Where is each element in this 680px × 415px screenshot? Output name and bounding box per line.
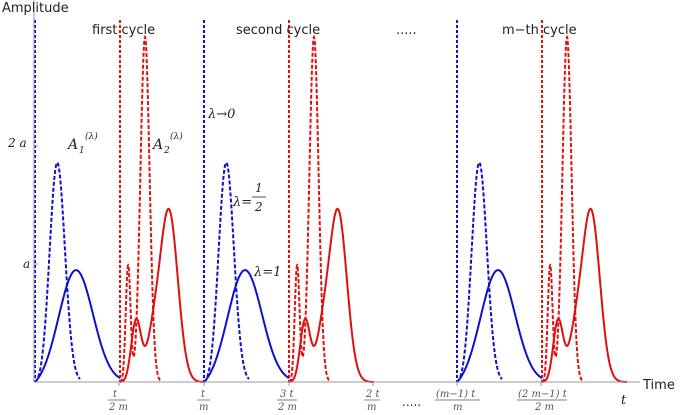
- cycle-3: [456, 20, 628, 383]
- a1-lambda-1-curve: [456, 269, 543, 383]
- y-tick-2a: 2 a: [7, 136, 27, 150]
- curve-label-a1: A 1 (λ): [66, 131, 98, 156]
- svg-text:2 m: 2 m: [534, 402, 554, 413]
- x-tick-ellipsis: .....: [402, 395, 421, 409]
- a1-lambda-half-curve: [34, 161, 81, 383]
- svg-text:(m−1) t: (m−1) t: [436, 389, 476, 400]
- svg-text:m: m: [199, 402, 208, 413]
- curve-label-a2: A 2 (λ): [151, 131, 183, 156]
- cycle-1: [34, 20, 206, 383]
- cycle-label-second: second cycle: [236, 23, 320, 38]
- svg-text:t: t: [201, 389, 206, 400]
- svg-text:λ=: λ=: [232, 195, 252, 210]
- cycle-label-mth: m−th cycle: [502, 23, 577, 38]
- svg-text:(2 m−1) t: (2 m−1) t: [518, 389, 568, 400]
- svg-text:(λ): (λ): [85, 131, 98, 142]
- x-tick-3t-over-2m: 3 t 2 m: [277, 389, 297, 413]
- svg-text:2 t: 2 t: [365, 389, 381, 400]
- svg-text:m: m: [367, 402, 376, 413]
- svg-text:A: A: [66, 137, 78, 153]
- cycle-2: [203, 20, 375, 383]
- svg-text:2: 2: [163, 146, 170, 156]
- a2-lambda-1-curve: [288, 207, 375, 383]
- x-axis-label: Time: [642, 378, 675, 393]
- cycle-label-ellipsis: .....: [396, 23, 417, 38]
- a2-lambda-1-curve: [119, 207, 206, 383]
- x-tick-t-over-m: t m: [197, 389, 210, 413]
- svg-text:t: t: [113, 389, 118, 400]
- svg-text:2 m: 2 m: [277, 402, 297, 413]
- x-tick-m-minus-1-t-over-m: (m−1) t m: [435, 389, 480, 413]
- x-tick-2m-minus-1-t-over-2m: (2 m−1) t 2 m: [517, 389, 568, 413]
- a2-lambda-half-curve: [541, 34, 583, 383]
- x-variable-label: t: [621, 393, 627, 408]
- curves-layer: [34, 20, 628, 383]
- lambda-one-label: λ=1: [253, 265, 281, 280]
- axes-layer: [33, 0, 640, 386]
- a1-lambda-half-curve: [203, 161, 250, 383]
- a1-lambda-half-curve: [456, 161, 503, 383]
- lambda-half-label: λ= 1 2: [232, 181, 266, 214]
- svg-text:1: 1: [255, 181, 263, 195]
- svg-text:m: m: [453, 402, 462, 413]
- svg-text:(λ): (λ): [170, 131, 183, 142]
- y-axis-label: Amplitude: [2, 1, 69, 16]
- a2-lambda-1-curve: [541, 207, 628, 383]
- a1-lambda-1-curve: [34, 269, 121, 383]
- svg-text:1: 1: [79, 146, 85, 156]
- a2-lambda-half-curve: [119, 34, 161, 383]
- x-tick-t-over-2m: t 2 m: [108, 389, 128, 413]
- cycle-label-first: first cycle: [92, 23, 155, 38]
- svg-text:3 t: 3 t: [280, 389, 295, 400]
- svg-text:2 m: 2 m: [108, 402, 128, 413]
- svg-text:A: A: [151, 137, 163, 153]
- a1-lambda-1-curve: [203, 269, 290, 383]
- svg-text:2: 2: [254, 200, 263, 214]
- lambda-zero-label: λ→0: [207, 107, 235, 122]
- x-tick-2t-over-m: 2 t m: [364, 389, 381, 413]
- y-tick-a: a: [23, 257, 30, 271]
- a2-lambda-half-curve: [288, 34, 330, 383]
